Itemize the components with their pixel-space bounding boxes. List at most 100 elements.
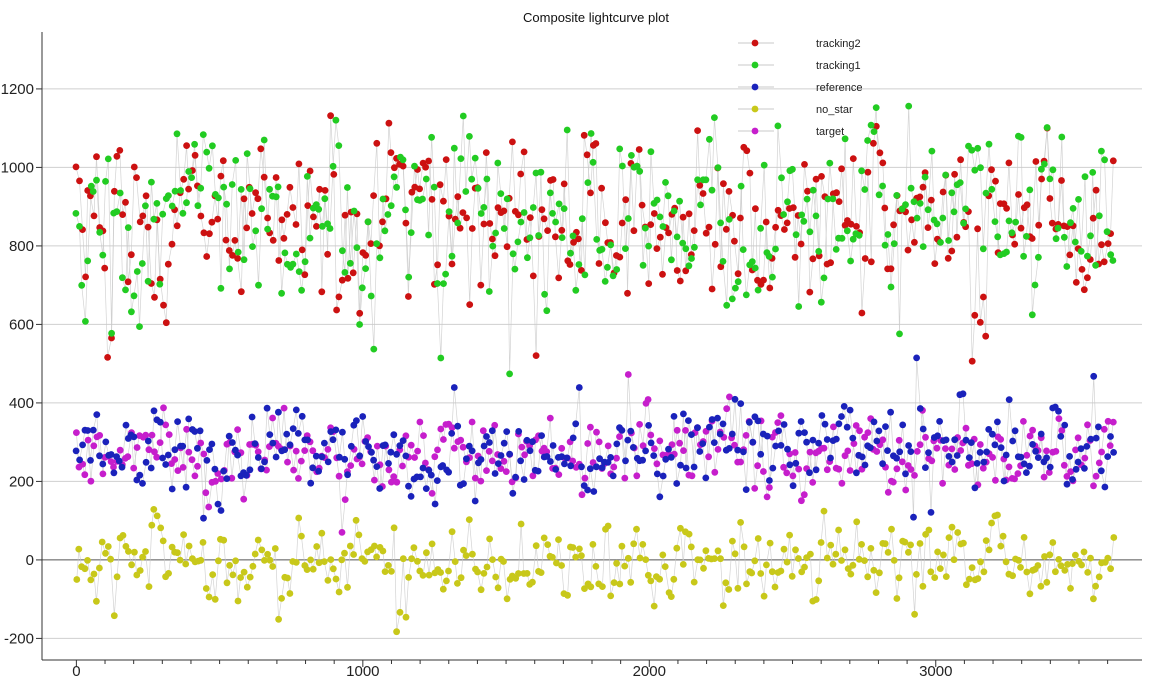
- data-point-tracking1: [264, 225, 271, 233]
- data-point-target: [838, 479, 846, 487]
- data-point-tracking1: [795, 303, 803, 310]
- data-point-reference: [1081, 465, 1088, 472]
- data-point-tracking2: [456, 224, 464, 232]
- axes: [36, 32, 1142, 667]
- data-point-tracking1: [477, 210, 485, 217]
- data-point-tracking2: [370, 192, 377, 200]
- data-point-reference: [1104, 453, 1112, 460]
- data-point-tracking1: [442, 270, 449, 278]
- data-point-tracking2: [849, 155, 857, 163]
- data-point-no_star: [864, 573, 872, 581]
- series-line-no_star: [76, 508, 1115, 632]
- data-point-tracking1: [197, 184, 205, 192]
- data-point-tracking1: [589, 158, 597, 166]
- data-point-tracking1: [492, 229, 499, 237]
- data-point-tracking1: [1031, 281, 1039, 289]
- data-point-tracking2: [696, 182, 704, 189]
- data-point-reference: [882, 423, 889, 430]
- data-point-reference: [775, 427, 782, 435]
- data-point-tracking1: [639, 261, 647, 269]
- data-point-tracking1: [656, 213, 664, 221]
- data-point-tracking2: [526, 214, 534, 222]
- data-point-tracking2: [459, 209, 467, 217]
- data-point-target: [989, 454, 996, 461]
- data-point-tracking2: [806, 288, 814, 296]
- data-point-tracking1: [902, 201, 909, 209]
- data-point-tracking1: [867, 121, 875, 129]
- data-point-tracking2: [225, 247, 233, 254]
- legend-marker-no_star: [751, 105, 759, 113]
- data-point-reference: [405, 482, 412, 490]
- data-point-no_star: [249, 562, 257, 570]
- data-point-no_star: [644, 571, 652, 579]
- data-point-no_star: [1080, 548, 1088, 556]
- data-point-tracking1: [905, 102, 913, 110]
- data-point-reference: [772, 442, 779, 450]
- data-point-tracking2: [853, 223, 860, 230]
- data-point-reference: [171, 446, 179, 454]
- data-point-no_star: [844, 565, 852, 572]
- data-point-tracking2: [890, 221, 897, 229]
- data-point-tracking1: [173, 130, 181, 138]
- data-point-tracking2: [656, 233, 664, 241]
- data-point-tracking1: [243, 150, 251, 158]
- data-point-tracking2: [876, 149, 884, 157]
- data-point-no_star: [523, 570, 531, 577]
- data-point-no_star: [792, 546, 799, 554]
- data-point-tracking2: [818, 173, 825, 180]
- data-point-no_star: [1095, 573, 1103, 581]
- data-point-reference: [578, 463, 585, 471]
- data-point-tracking1: [78, 281, 86, 289]
- data-point-reference: [873, 437, 881, 445]
- data-point-tracking2: [968, 357, 976, 365]
- data-point-no_star: [1084, 569, 1092, 576]
- data-point-reference: [786, 461, 794, 469]
- data-point-tracking1: [255, 281, 262, 289]
- data-point-target: [595, 438, 603, 446]
- data-point-target: [440, 436, 447, 443]
- data-point-no_star: [428, 540, 436, 548]
- data-point-no_star: [988, 519, 995, 527]
- data-point-tracking1: [679, 239, 687, 247]
- y-tick-label: -200: [4, 630, 34, 647]
- data-point-tracking1: [1089, 169, 1097, 176]
- data-point-tracking1: [728, 295, 736, 303]
- data-point-tracking1: [422, 175, 430, 183]
- data-point-target: [1029, 426, 1036, 434]
- data-point-reference: [480, 442, 488, 450]
- data-point-no_star: [119, 532, 127, 539]
- data-point-tracking2: [330, 171, 338, 178]
- data-point-no_star: [687, 543, 695, 551]
- data-point-tracking1: [281, 249, 289, 257]
- data-point-tracking2: [772, 223, 779, 231]
- data-point-tracking2: [283, 211, 291, 218]
- data-point-tracking1: [659, 223, 667, 230]
- data-point-no_star: [888, 525, 895, 533]
- data-point-tracking2: [1046, 195, 1054, 202]
- data-point-tracking1: [815, 248, 823, 255]
- data-point-no_star: [157, 524, 165, 532]
- data-point-tracking2: [127, 251, 135, 259]
- data-point-tracking2: [491, 252, 499, 260]
- data-point-target: [1100, 425, 1108, 433]
- data-point-target: [165, 431, 173, 438]
- data-point-tracking1: [792, 231, 800, 239]
- data-point-tracking2: [924, 224, 932, 232]
- data-point-tracking1: [945, 237, 952, 244]
- data-point-tracking1: [1058, 133, 1066, 141]
- data-point-tracking2: [124, 278, 132, 286]
- data-point-no_star: [329, 565, 337, 573]
- data-point-target: [471, 474, 479, 482]
- data-point-tracking2: [197, 212, 205, 220]
- data-point-tracking2: [529, 272, 537, 280]
- data-point-tracking2: [532, 352, 540, 359]
- data-point-no_star: [139, 553, 147, 561]
- data-point-reference: [248, 413, 256, 421]
- data-point-tracking1: [604, 263, 611, 271]
- data-point-reference: [665, 445, 672, 453]
- data-point-tracking1: [246, 185, 254, 193]
- data-point-tracking1: [437, 354, 445, 362]
- data-point-target: [324, 446, 332, 453]
- data-point-target: [1014, 470, 1022, 477]
- data-point-tracking2: [587, 189, 594, 197]
